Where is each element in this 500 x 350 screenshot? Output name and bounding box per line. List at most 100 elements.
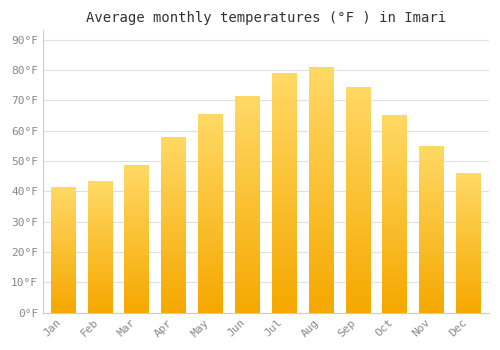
Bar <box>308 136 334 141</box>
Bar <box>272 185 297 189</box>
Bar <box>308 108 334 112</box>
Bar <box>50 273 76 275</box>
Bar <box>346 309 370 313</box>
Bar <box>88 295 112 297</box>
Bar <box>272 117 297 121</box>
Bar <box>382 125 407 128</box>
Bar <box>198 230 223 233</box>
Bar <box>456 264 481 266</box>
Bar <box>235 114 260 117</box>
Bar <box>235 280 260 284</box>
Bar <box>88 192 112 194</box>
Bar <box>272 197 297 201</box>
Bar <box>272 153 297 157</box>
Bar <box>235 154 260 157</box>
Bar <box>382 276 407 280</box>
Bar <box>88 189 112 192</box>
Bar <box>162 251 186 254</box>
Bar <box>50 237 76 239</box>
Bar <box>456 199 481 201</box>
Bar <box>419 157 444 160</box>
Bar <box>308 259 334 264</box>
Bar <box>50 210 76 212</box>
Bar <box>162 301 186 304</box>
Bar <box>382 122 407 125</box>
Bar <box>162 154 186 157</box>
Bar <box>198 276 223 280</box>
Bar <box>346 245 370 248</box>
Bar <box>162 198 186 201</box>
Bar <box>162 189 186 193</box>
Bar <box>382 250 407 253</box>
Bar <box>88 275 112 278</box>
Bar <box>456 282 481 285</box>
Bar <box>235 204 260 208</box>
Bar <box>162 136 186 140</box>
Bar <box>346 184 370 188</box>
Bar <box>272 265 297 269</box>
Bar <box>272 221 297 225</box>
Bar <box>456 215 481 217</box>
Bar <box>456 287 481 289</box>
Bar <box>382 201 407 204</box>
Bar <box>346 237 370 241</box>
Bar <box>272 181 297 185</box>
Bar <box>198 131 223 134</box>
Bar <box>346 260 370 264</box>
Bar <box>124 256 150 259</box>
Bar <box>346 128 370 132</box>
Bar <box>419 176 444 179</box>
Bar <box>198 220 223 223</box>
Bar <box>235 295 260 298</box>
Bar <box>198 263 223 266</box>
Bar <box>419 212 444 215</box>
Bar <box>456 247 481 250</box>
Bar <box>308 239 334 243</box>
Bar <box>88 233 112 236</box>
Bar <box>124 205 150 207</box>
Bar <box>124 170 150 173</box>
Bar <box>272 245 297 249</box>
Bar <box>308 182 334 186</box>
Bar <box>346 86 370 90</box>
Bar <box>308 120 334 124</box>
Bar <box>456 261 481 264</box>
Bar <box>382 230 407 234</box>
Bar <box>50 298 76 300</box>
Bar <box>235 175 260 179</box>
Bar <box>198 250 223 253</box>
Bar <box>50 275 76 277</box>
Bar <box>272 141 297 145</box>
Bar <box>162 289 186 292</box>
Bar <box>456 192 481 194</box>
Bar <box>346 117 370 120</box>
Bar <box>346 256 370 260</box>
Bar <box>346 109 370 113</box>
Bar <box>308 145 334 149</box>
Bar <box>198 194 223 197</box>
Bar <box>88 203 112 205</box>
Bar <box>419 307 444 310</box>
Bar <box>346 203 370 207</box>
Bar <box>88 225 112 227</box>
Bar <box>50 262 76 264</box>
Bar <box>235 193 260 197</box>
Bar <box>198 117 223 120</box>
Bar <box>456 301 481 303</box>
Bar <box>346 143 370 147</box>
Bar <box>419 262 444 265</box>
Bar <box>162 181 186 184</box>
Bar <box>382 217 407 220</box>
Bar <box>162 278 186 280</box>
Bar <box>272 293 297 297</box>
Bar <box>235 135 260 139</box>
Bar <box>308 247 334 251</box>
Bar <box>162 148 186 151</box>
Bar <box>50 252 76 254</box>
Bar <box>456 299 481 301</box>
Bar <box>162 242 186 245</box>
Bar <box>308 231 334 235</box>
Bar <box>272 113 297 117</box>
Bar <box>50 199 76 201</box>
Bar <box>308 157 334 161</box>
